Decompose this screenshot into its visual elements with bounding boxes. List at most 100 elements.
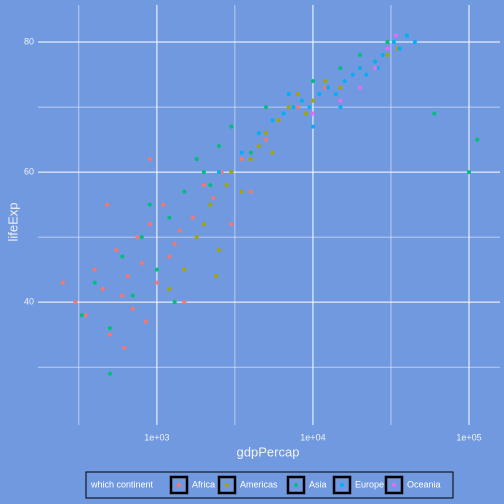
point [404,33,409,38]
point [270,118,275,123]
point [380,53,385,58]
point [270,150,275,155]
point [391,40,396,45]
point [177,228,182,233]
legend-swatch [392,483,396,487]
point [357,66,362,71]
point [256,131,261,136]
point [167,215,172,220]
legend-swatch [340,483,344,487]
point [105,202,110,207]
point [130,293,135,298]
point [190,215,195,220]
legend-swatch [177,483,181,487]
legend-label: Asia [309,479,327,489]
point [125,274,130,279]
point [147,202,152,207]
point [310,111,315,116]
point [276,118,281,123]
point [295,105,300,110]
point [229,124,234,129]
point [350,72,355,77]
point [310,124,315,129]
point [256,144,261,149]
x-axis-title: gdpPercap [237,444,300,459]
point [281,111,286,116]
legend-label: Oceania [407,479,441,489]
point [172,300,177,305]
point [92,280,97,285]
point [310,98,315,103]
point [357,53,362,58]
point [248,157,253,162]
point [263,105,268,110]
point [100,287,105,292]
point [466,170,471,175]
point [338,85,343,90]
point [214,274,219,279]
point [286,92,291,97]
point [139,235,144,240]
point [107,332,112,337]
point [60,280,65,285]
point [229,222,234,227]
point [432,111,437,116]
point [154,267,159,272]
point [385,53,390,58]
point [201,170,206,175]
point [248,189,253,194]
point [295,92,300,97]
point [263,137,268,142]
point [239,157,244,162]
point [326,85,331,90]
x-tick-label: 1e+04 [300,432,325,442]
point [239,189,244,194]
point [120,254,125,259]
point [154,280,159,285]
point [263,131,268,136]
legend-label: Americas [240,479,278,489]
point [107,371,112,376]
point [393,33,398,38]
point [79,313,84,318]
point [208,202,213,207]
point [114,248,119,253]
point [83,313,88,318]
legend-label: Europe [355,479,384,489]
y-tick-label: 40 [24,296,34,306]
point [385,46,390,51]
point [217,248,222,253]
point [310,79,315,84]
point [338,98,343,103]
point [323,79,328,84]
x-tick-label: 1e+05 [456,432,481,442]
point [147,222,152,227]
point [229,170,234,175]
point [373,66,378,71]
point [217,144,222,149]
legend-label: Africa [192,479,215,489]
y-tick-label: 60 [24,166,34,176]
point [107,326,112,331]
point [161,202,166,207]
point [211,196,216,201]
point [385,40,390,45]
point [217,170,222,175]
point [143,319,148,324]
point [208,183,213,188]
point [342,79,347,84]
legend-swatch [225,483,229,487]
legend-box [85,471,454,499]
point [338,66,343,71]
point [135,235,140,240]
y-tick-label: 80 [24,36,34,46]
point [147,157,152,162]
x-tick-label: 1e+03 [144,432,169,442]
point [239,150,244,155]
point [303,111,308,116]
point [201,222,206,227]
point [412,40,417,45]
point [299,98,304,103]
point [338,105,343,110]
legend-swatch [294,483,298,487]
